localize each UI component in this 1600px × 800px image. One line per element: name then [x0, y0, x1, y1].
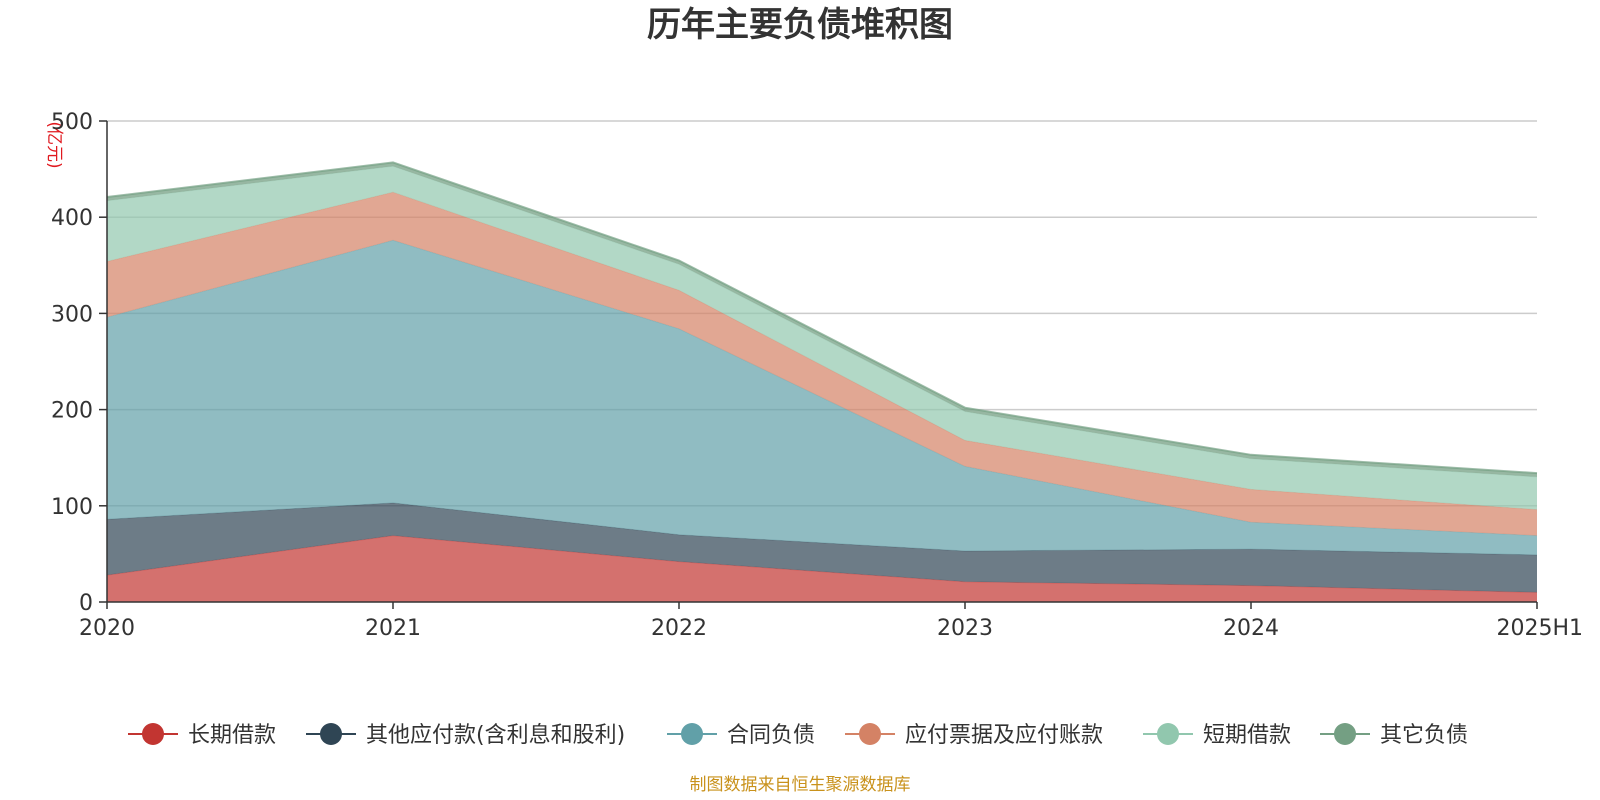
y-tick-label: 400: [51, 206, 93, 231]
area-series-line-3: [106, 191, 1538, 511]
legend-label: 长期借款: [188, 723, 276, 748]
legend-item-3[interactable]: 应付票据及应付账款: [845, 723, 1103, 748]
area-series-3: [107, 192, 1537, 536]
legend-item-1[interactable]: 其他应付款(含利息和股利): [306, 723, 625, 748]
area-series-4: [107, 166, 1537, 510]
y-tick-label: 100: [51, 495, 93, 520]
legend-item-2[interactable]: 合同负债: [667, 723, 815, 748]
area-series-line-5: [106, 161, 1538, 475]
chart-title: 历年主要负债堆积图: [647, 5, 953, 45]
legend-label: 合同负债: [727, 723, 815, 748]
x-tick-label: 2022: [651, 616, 707, 641]
x-tick-label: 2024: [1223, 616, 1279, 641]
y-tick-label: 0: [79, 591, 93, 616]
y-tick-label: 300: [51, 302, 93, 327]
legend-marker-icon: [1157, 723, 1179, 745]
axes: 0 100 200 300 400 500 2020 2021 2022 2023 2024 2025…: [51, 110, 1583, 641]
legend-item-0[interactable]: 长期借款: [128, 723, 276, 748]
area-series-line-0: [106, 535, 1538, 593]
legend-marker-icon: [1334, 723, 1356, 745]
data-source-note: 制图数据来自恒生聚源数据库: [690, 775, 911, 795]
legend-item-5[interactable]: 其它负债: [1320, 723, 1468, 748]
y-tick-label: 500: [51, 110, 93, 135]
legend-marker-icon: [681, 723, 703, 745]
legend-item-4[interactable]: 短期借款: [1143, 723, 1291, 748]
legend-label: 短期借款: [1203, 723, 1291, 748]
x-tick-label: 2025H1: [1496, 616, 1583, 641]
legend-label: 应付票据及应付账款: [905, 723, 1103, 748]
y-tick-label: 200: [51, 399, 93, 424]
legend-marker-icon: [320, 723, 342, 745]
y-axis-unit: (亿元): [44, 121, 64, 168]
area-series: [106, 161, 1538, 602]
area-series-2: [107, 240, 1537, 555]
x-tick-label: 2020: [79, 616, 135, 641]
legend-marker-icon: [142, 723, 164, 745]
area-series-0: [107, 535, 1537, 602]
legend-marker-icon: [859, 723, 881, 745]
area-series-1: [107, 502, 1537, 593]
legend-label: 其他应付款(含利息和股利): [366, 723, 625, 748]
legend[interactable]: 长期借款 其他应付款(含利息和股利) 合同负债 应付票据及应付账款 短期借款 其它负债: [128, 723, 1468, 748]
legend-label: 其它负债: [1380, 723, 1468, 748]
x-tick-label: 2023: [937, 616, 993, 641]
x-tick-label: 2021: [365, 616, 421, 641]
